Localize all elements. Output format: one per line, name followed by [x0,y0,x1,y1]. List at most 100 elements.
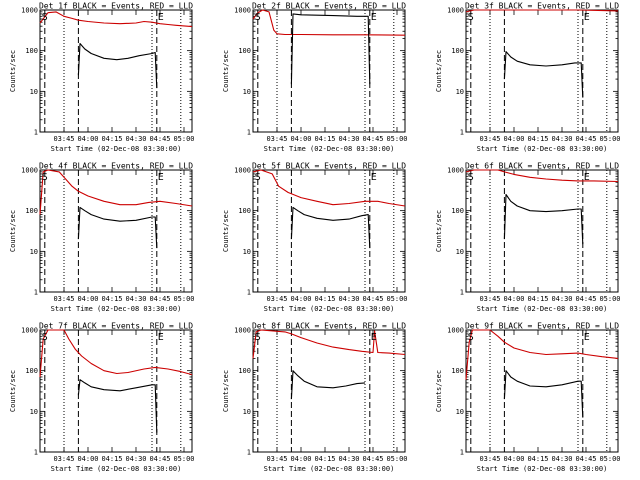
y-tick-label: 10 [243,408,251,416]
x-tick-label: 03:45 [479,455,500,463]
plot-frame [465,169,619,293]
x-tick-label: 04:00 [503,135,524,143]
y-axis-label: Counts/sec [222,370,230,412]
plot-frame [465,9,619,133]
y-tick-label: 10 [456,88,464,96]
x-axis-label: Start Time (02-Dec-08 03:30:00) [477,145,608,153]
start-marker-label: S [468,12,474,23]
x-tick-label: 04:00 [77,135,98,143]
x-tick-label: 04:30 [551,455,572,463]
panel-2: 1 10 100 1000 03:45 04:00 04:15 04:30 04:45 05:00… [222,2,408,154]
y-tick-label: 100 [238,207,251,215]
x-tick-label: 03:45 [53,455,74,463]
series-line-lld [39,329,193,378]
x-axis-label: Start Time (02-Dec-08 03:30:00) [51,465,182,473]
y-tick-label: 100 [25,47,38,55]
y-tick-label: 1000 [234,327,251,335]
series-line-lld [39,11,193,28]
panel-title: Det 1f BLACK = Events, RED = LLD [39,2,193,11]
x-tick-label: 04:45 [362,455,383,463]
plot-frame [39,9,193,133]
y-tick-label: 1 [247,289,251,297]
x-tick-label: 05:00 [599,135,620,143]
x-axis-label: Start Time (02-Dec-08 03:30:00) [477,305,608,313]
x-tick-label: 04:45 [575,295,596,303]
panel-6: 1 10 100 1000 03:45 04:00 04:15 04:30 04:45 05:00… [435,162,621,314]
y-tick-label: 100 [238,367,251,375]
y-axis-label: Counts/sec [9,50,17,92]
x-tick-label: 04:15 [314,295,335,303]
y-tick-label: 1 [460,129,464,137]
y-tick-label: 10 [243,248,251,256]
x-tick-label: 05:00 [599,295,620,303]
y-tick-label: 1000 [447,327,464,335]
x-tick-label: 04:00 [290,135,311,143]
x-tick-label: 04:15 [527,295,548,303]
series-line-events [77,42,158,89]
x-tick-label: 03:45 [266,135,287,143]
x-tick-label: 03:45 [53,295,74,303]
y-axis-label: Counts/sec [435,370,443,412]
x-tick-label: 04:45 [149,135,170,143]
y-tick-label: 1 [34,129,38,137]
panel-7: 1 10 100 1000 03:45 04:00 04:15 04:30 04:45 05:00… [9,322,195,474]
y-tick-label: 1 [247,449,251,457]
panel-8: 1 10 100 1000 03:45 04:00 04:15 04:30 04:45 05:00… [222,322,408,474]
start-marker-label: S [468,332,474,343]
x-tick-label: 04:30 [551,295,572,303]
end-marker-label: E [371,172,377,183]
y-tick-label: 1000 [447,167,464,175]
plot-frame [252,329,406,453]
x-tick-label: 04:00 [290,295,311,303]
end-marker-label: E [158,172,164,183]
y-tick-label: 100 [25,367,38,375]
start-marker-label: S [255,172,261,183]
start-marker-label: S [42,332,48,343]
x-tick-label: 04:45 [575,135,596,143]
x-tick-label: 04:45 [149,455,170,463]
x-axis-label: Start Time (02-Dec-08 03:30:00) [477,465,608,473]
end-marker-label: E [584,12,590,23]
x-tick-label: 04:00 [290,455,311,463]
panel-title: Det 9f BLACK = Events, RED = LLD [465,322,619,331]
series-line-events [503,193,584,245]
x-tick-label: 05:00 [173,455,194,463]
x-tick-label: 03:45 [266,455,287,463]
end-marker-label: E [158,332,164,343]
y-axis-label: Counts/sec [222,50,230,92]
y-tick-label: 10 [243,88,251,96]
y-tick-label: 10 [30,248,38,256]
x-axis-label: Start Time (02-Dec-08 03:30:00) [264,145,395,153]
end-marker-label: E [371,12,377,23]
series-line-lld [465,169,619,183]
series-line-events [290,13,371,85]
y-tick-label: 1000 [447,7,464,15]
y-tick-label: 1 [34,289,38,297]
y-axis-label: Counts/sec [222,210,230,252]
panel-9: 1 10 100 1000 03:45 04:00 04:15 04:30 04:45 05:00… [435,322,621,474]
y-tick-label: 1000 [21,7,38,15]
x-tick-label: 04:30 [338,135,359,143]
x-tick-label: 05:00 [386,455,407,463]
y-tick-label: 1000 [234,7,251,15]
x-tick-label: 05:00 [173,295,194,303]
x-tick-label: 04:30 [125,295,146,303]
x-tick-label: 04:45 [362,295,383,303]
y-tick-label: 1000 [21,167,38,175]
x-tick-label: 03:45 [53,135,74,143]
y-axis-label: Counts/sec [435,210,443,252]
start-marker-label: S [255,332,261,343]
x-tick-label: 04:15 [527,135,548,143]
x-tick-label: 04:00 [503,295,524,303]
x-axis-label: Start Time (02-Dec-08 03:30:00) [51,305,182,313]
y-tick-label: 100 [451,207,464,215]
x-tick-label: 04:30 [338,455,359,463]
end-marker-label: E [158,12,164,23]
x-tick-label: 03:45 [479,295,500,303]
y-tick-label: 1 [34,449,38,457]
plot-frame [465,329,619,453]
start-marker-label: S [468,172,474,183]
y-tick-label: 1000 [21,327,38,335]
y-axis-label: Counts/sec [9,370,17,412]
